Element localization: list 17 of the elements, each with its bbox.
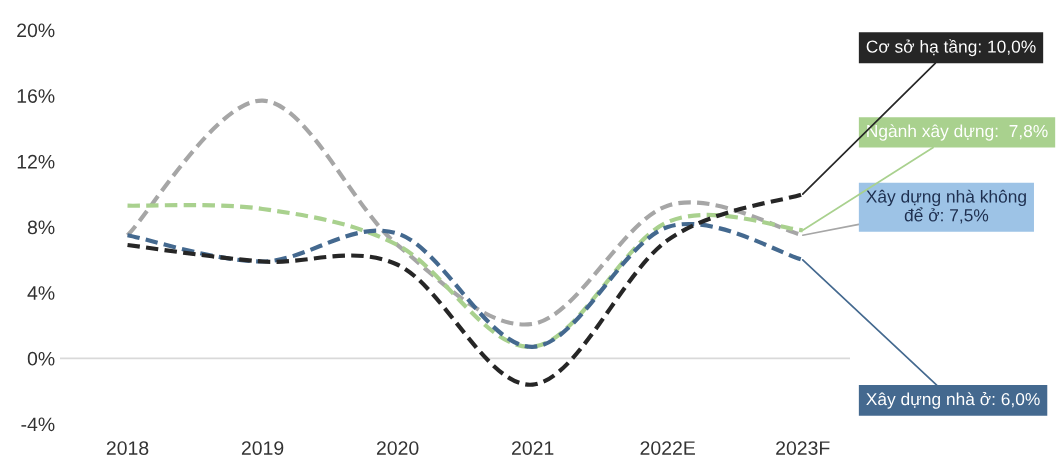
x-tick-label: 2018 bbox=[106, 441, 149, 455]
x-tick-label: 2020 bbox=[376, 441, 419, 455]
x-tick-label: 2021 bbox=[512, 441, 554, 455]
y-tick-label: 0% bbox=[27, 351, 55, 366]
y-tick-label: 16% bbox=[17, 89, 55, 103]
y-tick-label: 8% bbox=[27, 220, 55, 235]
x-tick-label: 2022E bbox=[640, 441, 695, 455]
text: Xây dựng nhà ở: 6,0% bbox=[866, 392, 1040, 409]
y-tick-label: -4% bbox=[21, 417, 55, 432]
x-tick-label: 2023F bbox=[776, 441, 830, 455]
text: Ngành xây dựng: 7,8% bbox=[867, 124, 1048, 141]
y-tick-label: 4% bbox=[27, 286, 55, 300]
y-tick-label: 12% bbox=[17, 154, 55, 169]
x-tick-label: 2019 bbox=[241, 441, 284, 455]
y-tick-label: 20% bbox=[17, 23, 55, 38]
text: Xây dựng nhà không để ở: 7,5% bbox=[866, 189, 1026, 224]
text: Cơ sở hạ tầng: 10,0% bbox=[866, 39, 1036, 57]
